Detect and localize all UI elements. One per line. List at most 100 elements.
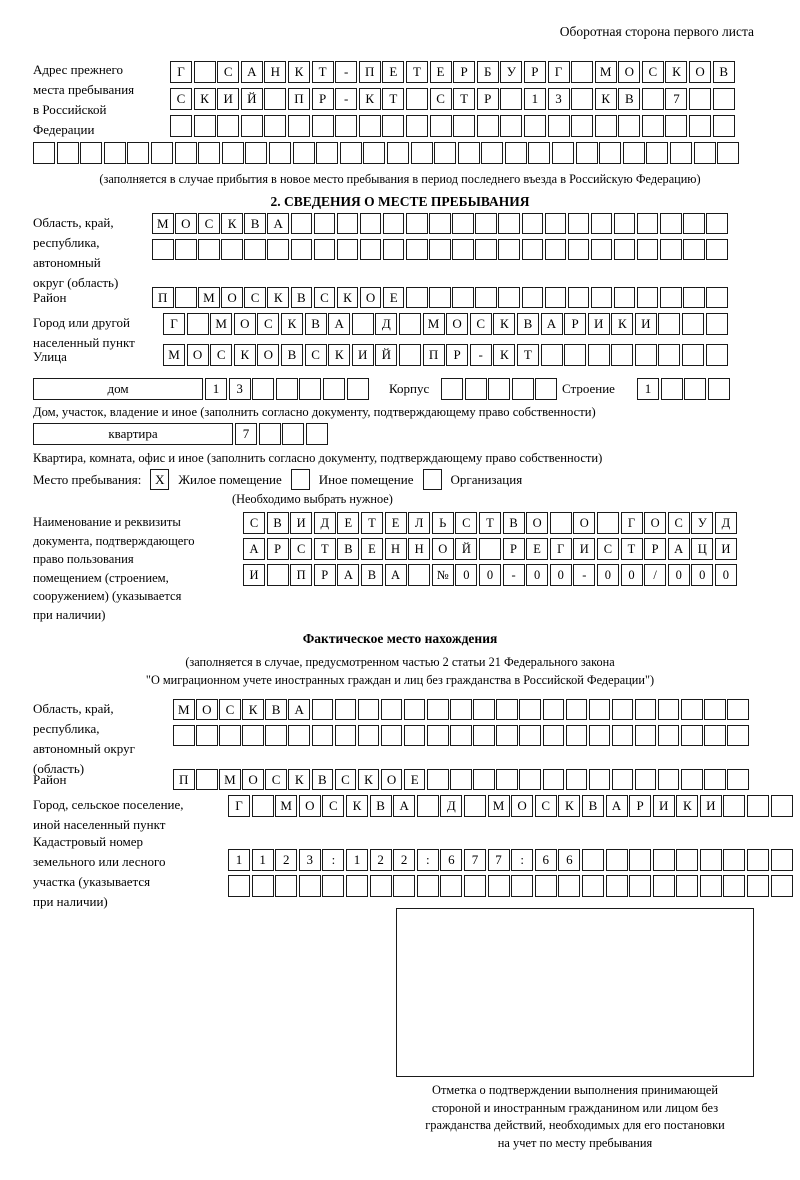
char-cell[interactable]: [175, 239, 197, 260]
char-cell[interactable]: [542, 699, 564, 720]
char-cell[interactable]: Р: [453, 61, 476, 83]
char-cell[interactable]: 3: [547, 88, 570, 110]
char-cell[interactable]: Й: [455, 538, 478, 560]
char-cell[interactable]: В: [516, 313, 539, 335]
char-cell[interactable]: Г: [549, 538, 572, 560]
char-cell[interactable]: [265, 725, 287, 746]
char-cell[interactable]: [398, 313, 421, 335]
char-cell[interactable]: [322, 875, 345, 897]
char-cell[interactable]: Е: [403, 769, 426, 790]
char-cell[interactable]: К: [676, 795, 699, 817]
char-cell[interactable]: М: [163, 344, 185, 366]
char-cell[interactable]: Р: [523, 61, 546, 83]
char-cell[interactable]: [452, 239, 474, 260]
char-cell[interactable]: К: [193, 88, 216, 110]
char-cell[interactable]: 3: [298, 849, 321, 871]
char-cell[interactable]: [358, 115, 381, 137]
char-cell[interactable]: [699, 849, 722, 871]
char-cell[interactable]: [170, 115, 192, 137]
char-cell[interactable]: К: [233, 344, 256, 366]
char-cell[interactable]: [611, 344, 634, 366]
char-cell[interactable]: [244, 239, 266, 260]
char-cell[interactable]: С: [429, 88, 452, 110]
char-cell[interactable]: [429, 213, 451, 234]
char-cell[interactable]: [488, 378, 511, 400]
char-cell[interactable]: К: [493, 313, 516, 335]
char-cell[interactable]: Т: [313, 538, 336, 560]
char-cell[interactable]: А: [288, 699, 310, 720]
char-cell[interactable]: К: [558, 795, 581, 817]
char-cell[interactable]: 1: [523, 88, 546, 110]
char-cell[interactable]: И: [652, 795, 675, 817]
char-cell[interactable]: О: [431, 538, 454, 560]
char-cell[interactable]: И: [290, 512, 313, 534]
char-cell[interactable]: О: [186, 344, 209, 366]
char-cell[interactable]: [335, 115, 358, 137]
char-cell[interactable]: С: [322, 795, 345, 817]
char-cell[interactable]: [152, 239, 174, 260]
char-cell[interactable]: Е: [337, 512, 360, 534]
char-cell[interactable]: [707, 378, 730, 400]
char-cell[interactable]: [475, 287, 497, 308]
char-cell[interactable]: [681, 769, 703, 790]
char-cell[interactable]: [706, 239, 728, 260]
char-cell[interactable]: К: [288, 769, 310, 790]
char-cell[interactable]: [581, 875, 604, 897]
char-cell[interactable]: С: [667, 512, 690, 534]
char-cell[interactable]: [519, 769, 541, 790]
char-cell[interactable]: [727, 725, 749, 746]
char-cell[interactable]: О: [526, 512, 549, 534]
char-cell[interactable]: 0: [714, 564, 737, 586]
char-cell[interactable]: С: [170, 88, 192, 110]
char-cell[interactable]: [500, 115, 523, 137]
char-cell[interactable]: [403, 725, 426, 746]
char-cell[interactable]: [747, 849, 770, 871]
char-cell[interactable]: [681, 725, 703, 746]
char-cell[interactable]: [282, 423, 305, 445]
char-cell[interactable]: [382, 239, 405, 260]
char-cell[interactable]: [416, 795, 439, 817]
char-cell[interactable]: [251, 875, 274, 897]
stamp-box[interactable]: [396, 908, 754, 1077]
char-cell[interactable]: [519, 725, 541, 746]
char-cell[interactable]: [334, 725, 357, 746]
char-cell[interactable]: Б: [476, 61, 499, 83]
char-cell[interactable]: [567, 287, 590, 308]
char-cell[interactable]: О: [573, 512, 596, 534]
char-cell[interactable]: К: [594, 88, 617, 110]
char-cell[interactable]: [275, 378, 298, 400]
char-cell[interactable]: Г: [163, 313, 185, 335]
char-cell[interactable]: А: [384, 564, 407, 586]
char-cell[interactable]: Р: [564, 313, 587, 335]
char-cell[interactable]: А: [328, 313, 351, 335]
char-cell[interactable]: [473, 725, 495, 746]
char-cell[interactable]: [567, 213, 590, 234]
char-cell[interactable]: [727, 699, 749, 720]
char-cell[interactable]: 2: [275, 849, 298, 871]
char-cell[interactable]: С: [257, 313, 280, 335]
char-cell[interactable]: [217, 115, 240, 137]
char-cell[interactable]: [305, 423, 328, 445]
char-cell[interactable]: [127, 142, 150, 164]
char-cell[interactable]: [634, 725, 657, 746]
char-cell[interactable]: [500, 88, 523, 110]
char-cell[interactable]: И: [351, 344, 374, 366]
char-cell[interactable]: №: [431, 564, 454, 586]
char-cell[interactable]: [403, 699, 426, 720]
char-cell[interactable]: [186, 313, 209, 335]
char-cell[interactable]: [251, 795, 274, 817]
char-cell[interactable]: Д: [375, 313, 398, 335]
char-cell[interactable]: 0: [526, 564, 549, 586]
char-cell[interactable]: [473, 699, 495, 720]
char-cell[interactable]: [511, 378, 534, 400]
char-cell[interactable]: [427, 769, 449, 790]
char-cell[interactable]: Е: [360, 538, 383, 560]
char-cell[interactable]: [290, 213, 313, 234]
char-cell[interactable]: -: [469, 344, 492, 366]
actual-region-row-2[interactable]: [173, 725, 750, 746]
